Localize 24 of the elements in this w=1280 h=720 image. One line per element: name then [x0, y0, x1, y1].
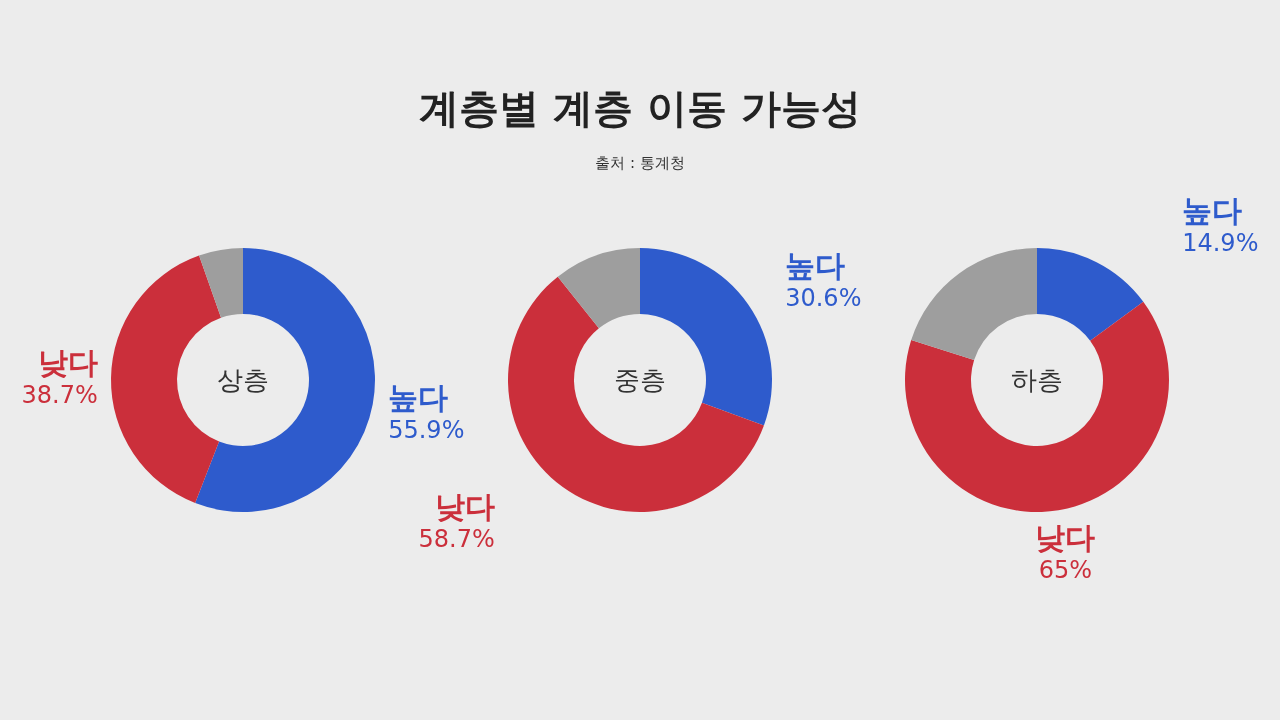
data-label: 38.7%: [21, 381, 98, 410]
donut-slice: [195, 248, 375, 512]
data-label: 58.7%: [418, 525, 495, 554]
source-note: 출처 : 통계청: [595, 154, 685, 172]
donut-slice: [199, 248, 243, 318]
data-label: 65%: [1038, 555, 1093, 584]
slice-label: 낮다: [434, 489, 495, 525]
donut-slice: [911, 248, 1037, 360]
slice-label: 높다: [1182, 192, 1243, 228]
data-label: 30.6%: [785, 284, 862, 313]
donut-slice: [508, 276, 764, 512]
slice-label: 높다: [785, 248, 846, 284]
slice-label: 낮다: [37, 345, 98, 381]
slice-label: 높다: [388, 380, 449, 416]
text: 상층: [217, 365, 269, 395]
text: 하층: [1011, 365, 1063, 395]
donut-slice: [905, 301, 1169, 512]
donut-slice: [1037, 248, 1144, 341]
donut-slice: [557, 248, 640, 329]
text: 중층: [614, 365, 666, 395]
slice-label: 낮다: [1035, 519, 1096, 555]
data-label: 14.9%: [1182, 228, 1259, 257]
data-label: 55.9%: [388, 416, 465, 445]
chart-title: 계층별 계층 이동 가능성: [419, 85, 861, 131]
